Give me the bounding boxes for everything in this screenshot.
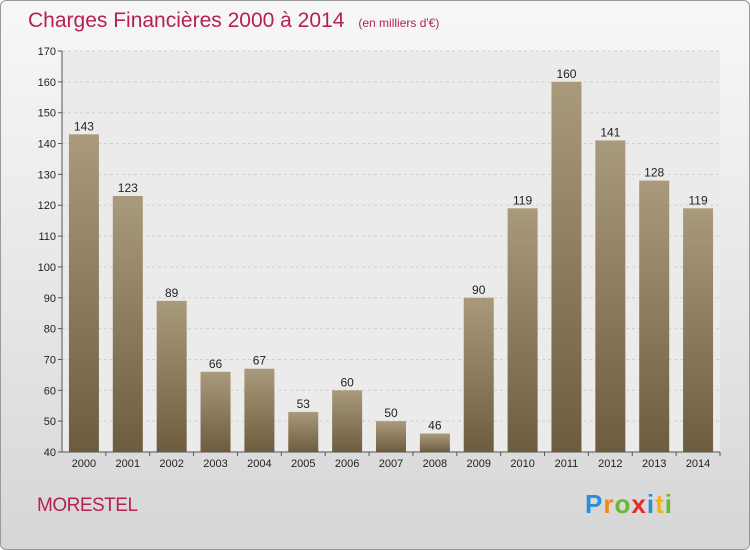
bar — [244, 368, 275, 452]
x-tick-label: 2014 — [686, 458, 710, 470]
y-tick-label: 130 — [38, 169, 56, 181]
bar — [112, 195, 143, 452]
y-tick-label: 120 — [38, 200, 56, 212]
x-tick-label: 2005 — [291, 458, 315, 470]
bar-value-label: 66 — [209, 357, 223, 371]
bar-value-label: 60 — [340, 375, 354, 389]
y-tick-label: 50 — [44, 416, 56, 428]
x-tick-label: 2000 — [72, 458, 96, 470]
bar — [419, 433, 450, 452]
x-tick-label: 2013 — [642, 458, 666, 470]
bar — [463, 297, 494, 452]
bar — [507, 208, 538, 452]
x-tick-label: 2003 — [203, 458, 227, 470]
bar-value-label: 90 — [472, 283, 486, 297]
bar — [68, 134, 99, 453]
bar-value-label: 141 — [600, 125, 620, 139]
y-tick-label: 160 — [38, 77, 56, 89]
bar — [156, 300, 187, 452]
x-tick-label: 2011 — [555, 458, 579, 470]
x-tick-label: 2007 — [379, 458, 403, 470]
bar — [595, 140, 626, 452]
x-tick-label: 2010 — [510, 458, 534, 470]
bar-value-label: 143 — [74, 119, 94, 133]
y-tick-label: 170 — [38, 46, 56, 58]
bar — [288, 411, 319, 452]
bar — [683, 208, 714, 452]
axes: 40 50 60 70 80 90 100 110 120 130 140 150 160 170 2000… — [38, 46, 721, 470]
chart-title: Charges Financières 2000 à 2014 (en milli… — [28, 9, 439, 33]
bar-value-label: 119 — [513, 193, 532, 207]
chart-subtitle: (en milliers d'€) — [358, 16, 440, 30]
chart-title-text: Charges Financières 2000 à 2014 — [28, 9, 345, 32]
proxiti-logo: Proxiti — [585, 489, 673, 519]
x-tick-label: 2002 — [159, 458, 183, 470]
bar-value-label: 119 — [688, 193, 707, 207]
bar-value-label: 128 — [644, 166, 664, 180]
bar — [200, 371, 231, 452]
bar-value-label: 123 — [118, 181, 138, 195]
y-tick-label: 90 — [44, 293, 56, 305]
bar-value-label: 67 — [253, 354, 267, 368]
bar-value-label: 46 — [428, 418, 442, 432]
bar-value-label: 89 — [165, 286, 179, 300]
bar-value-label: 53 — [297, 397, 311, 411]
x-tick-label: 2012 — [598, 458, 622, 470]
y-tick-label: 110 — [38, 231, 56, 243]
y-tick-label: 60 — [44, 385, 56, 397]
bar-value-label: 50 — [384, 406, 398, 420]
bar — [551, 81, 582, 452]
bar — [639, 180, 670, 453]
x-tick-label: 2001 — [116, 458, 140, 470]
y-tick-label: 100 — [38, 262, 56, 274]
x-tick-label: 2004 — [247, 458, 271, 470]
x-tick-label: 2008 — [423, 458, 447, 470]
bars: 143 123 89 66 67 53 60 50 46 90 119 160 141 128 119 — [68, 67, 714, 453]
y-tick-label: 140 — [38, 139, 56, 151]
y-tick-label: 40 — [44, 447, 56, 459]
bar — [332, 390, 363, 452]
y-tick-label: 80 — [44, 324, 56, 336]
bar-value-label: 160 — [556, 67, 576, 81]
bar — [376, 421, 406, 452]
x-tick-label: 2009 — [466, 458, 490, 470]
city-name: MORESTEL — [37, 495, 138, 516]
y-tick-label: 70 — [44, 354, 56, 366]
x-tick-label: 2006 — [335, 458, 359, 470]
y-tick-label: 150 — [38, 108, 56, 120]
